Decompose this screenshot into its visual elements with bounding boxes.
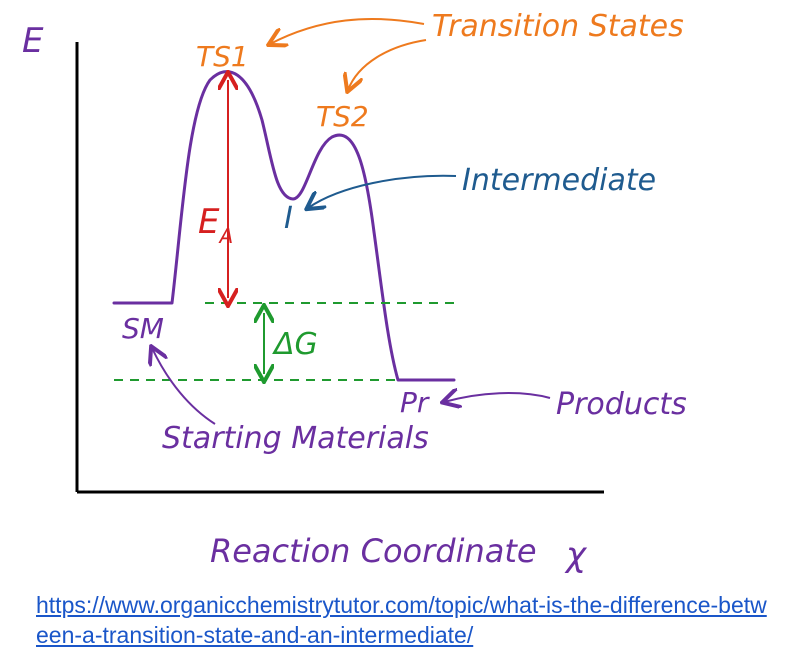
intermediate-label: Intermediate bbox=[462, 163, 656, 198]
activation-energy-label: EA bbox=[198, 202, 233, 248]
x-symbol-label: χ bbox=[564, 535, 588, 575]
ea-subscript-text: A bbox=[217, 224, 233, 248]
products-label: Products bbox=[556, 387, 687, 422]
ts1-label: TS1 bbox=[196, 40, 249, 73]
y-axis-label: E bbox=[22, 21, 44, 61]
energy-curve bbox=[112, 70, 456, 382]
intermediate-symbol: I bbox=[284, 201, 293, 236]
pr-label: Pr bbox=[400, 386, 430, 419]
transition-states-label: Transition States bbox=[432, 9, 684, 44]
energy-diagram: E EA ΔG TS1 TS2 Transition States I Inte… bbox=[22, 9, 687, 575]
ea-main-text: E bbox=[198, 202, 220, 242]
sm-label: SM bbox=[122, 312, 164, 345]
delta-g-label: ΔG bbox=[272, 327, 318, 362]
intermediate-pointer-arrow bbox=[308, 174, 457, 208]
ts1-pointer-arrow bbox=[270, 17, 425, 44]
ts2-label: TS2 bbox=[316, 100, 369, 133]
source-url-link[interactable]: https://www.organicchemistrytutor.com/to… bbox=[36, 592, 767, 648]
starting-materials-pointer-arrow bbox=[152, 348, 216, 425]
products-pointer-arrow bbox=[444, 393, 551, 402]
x-axis-label: Reaction Coordinate bbox=[210, 532, 537, 570]
starting-materials-label: Starting Materials bbox=[162, 421, 429, 456]
ts2-pointer-arrow bbox=[348, 39, 427, 90]
